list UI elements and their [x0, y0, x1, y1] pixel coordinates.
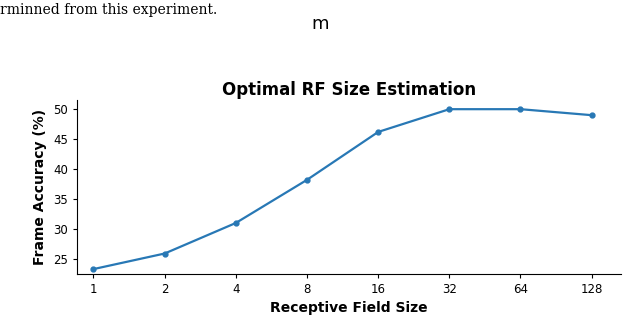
- Text: m: m: [311, 15, 329, 33]
- Title: Optimal RF Size Estimation: Optimal RF Size Estimation: [221, 80, 476, 99]
- Text: rminned from this experiment.: rminned from this experiment.: [0, 3, 217, 17]
- Y-axis label: Frame Accuracy (%): Frame Accuracy (%): [33, 109, 47, 265]
- X-axis label: Receptive Field Size: Receptive Field Size: [270, 302, 428, 316]
